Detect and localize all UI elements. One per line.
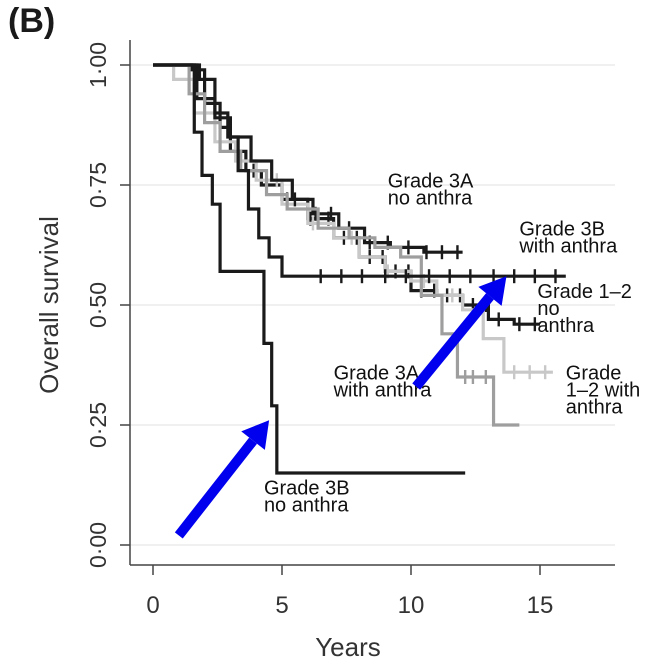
y-axis-label: Overall survival xyxy=(34,216,64,394)
axes: 0 5 10 15 0·00 0·25 0·50 0·75 1·00 xyxy=(85,40,615,619)
arrows xyxy=(174,276,507,539)
annotation-label: Grade 3B no anthra xyxy=(264,478,350,517)
x-tick-label: 15 xyxy=(527,592,554,619)
series-line-1 xyxy=(153,63,553,374)
annotation-line: no anthra xyxy=(264,495,349,517)
annotation-line: Grade 3B xyxy=(519,218,605,240)
y-tick-label: 1·00 xyxy=(85,42,111,88)
series-group xyxy=(153,63,566,475)
annotation-label: Grade 1–2 with anthra xyxy=(566,362,641,418)
series-line-4 xyxy=(153,63,566,278)
x-axis-label: Years xyxy=(315,632,381,662)
annotation-line: Grade xyxy=(566,362,622,384)
x-tick-label: 0 xyxy=(146,592,159,619)
annotation-line: Grade 3A xyxy=(388,170,474,192)
annotation-line: no xyxy=(537,298,559,320)
annotation-label: Grade 3A no anthra xyxy=(388,170,474,209)
annotation-line: 1–2 with xyxy=(566,379,641,401)
arrow-head xyxy=(478,276,507,306)
annotation-line: with anthra xyxy=(518,235,618,257)
annotation-label: Grade 1–2 no anthra xyxy=(537,281,632,337)
arrow-shaft xyxy=(412,293,494,390)
y-tick-label: 0·25 xyxy=(85,402,111,448)
annotation-line: anthra xyxy=(566,396,624,418)
y-tick-label: 0·00 xyxy=(85,522,111,568)
annotation-line: Grade 1–2 xyxy=(537,281,632,303)
annotation-line: anthra xyxy=(537,315,595,337)
y-tick-label: 0·75 xyxy=(85,162,111,208)
arrow-head xyxy=(241,420,270,450)
x-tick-label: 5 xyxy=(275,592,288,619)
annotation-line: Grade 3B xyxy=(264,478,350,500)
arrow-shaft xyxy=(174,437,257,539)
panel-label: (B) xyxy=(8,2,56,40)
annotation-line: no anthra xyxy=(388,187,473,209)
annotation-label: Grade 3A with anthra xyxy=(333,362,433,401)
x-tick-label: 10 xyxy=(398,592,425,619)
annotation-line: Grade 3A xyxy=(334,362,420,384)
annotation-label: Grade 3B with anthra xyxy=(518,218,618,257)
series-line-5 xyxy=(153,63,466,475)
y-tick-label: 0·50 xyxy=(85,282,111,328)
annotation-line: with anthra xyxy=(333,379,433,401)
